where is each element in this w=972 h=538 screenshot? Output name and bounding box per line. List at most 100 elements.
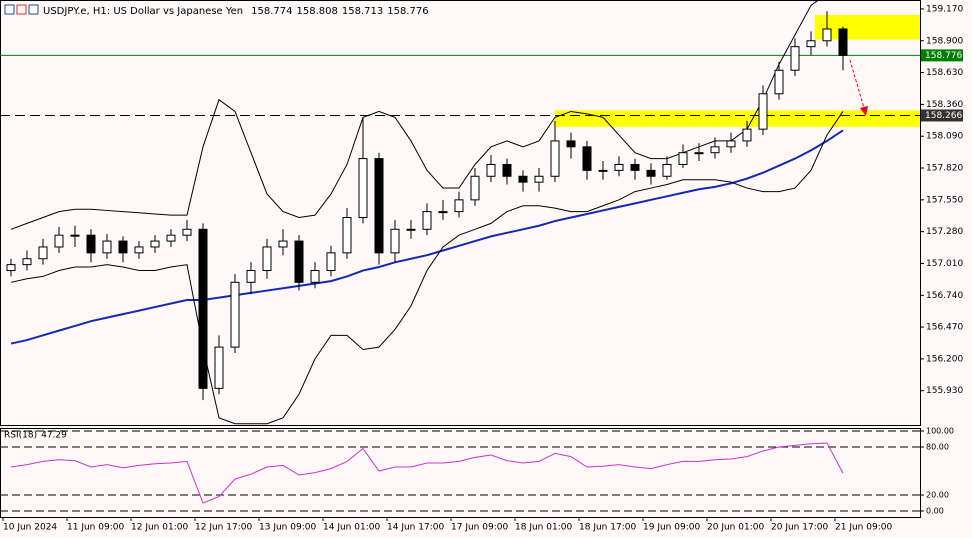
candle-body <box>374 158 384 254</box>
candle-body <box>134 246 144 254</box>
zone <box>815 14 920 40</box>
candle-body <box>742 128 752 142</box>
x-tick-label: 12 Jun 01:00 <box>131 523 188 533</box>
icon <box>4 4 15 15</box>
candle-body <box>550 140 560 177</box>
series-line <box>10 111 844 425</box>
candle-body <box>294 240 304 283</box>
pane: 100.00 80.00 20.00 0.00 <box>0 427 954 516</box>
zone <box>555 110 920 127</box>
rsi-last: 47.29 <box>41 431 67 441</box>
arrow-head <box>860 106 868 116</box>
y-tick-label: 158.360 <box>926 100 963 110</box>
y-tick-label: 156.200 <box>926 354 963 364</box>
candle-body <box>262 246 272 272</box>
candle-body <box>710 146 720 154</box>
candle-body <box>582 146 592 171</box>
y-tick-label: 156.740 <box>926 291 963 301</box>
y-tick-label: 155.930 <box>926 386 963 396</box>
candle-body <box>758 93 768 130</box>
x-tick-label: 18 Jun 01:00 <box>515 523 572 533</box>
candle-body <box>630 163 640 171</box>
quote-value: 158.808 <box>297 6 338 17</box>
icon <box>28 4 39 15</box>
y-tick-label: 159.170 <box>926 4 963 14</box>
y-tick-label: 157.010 <box>926 259 963 269</box>
candle-body <box>326 252 336 272</box>
candle-body <box>518 175 528 183</box>
arrow <box>849 59 865 109</box>
candle-body <box>118 240 128 254</box>
candle-body <box>566 140 576 148</box>
main-frame <box>0 0 921 426</box>
candle-body <box>86 234 96 254</box>
candle-body <box>614 163 624 171</box>
y-tick-label: 157.820 <box>926 164 963 174</box>
candle-body <box>246 270 256 283</box>
candle-body <box>358 158 368 219</box>
x-tick-label: 10 Jun 2024 <box>3 523 57 533</box>
candle-body <box>38 246 48 260</box>
candle-body <box>390 228 400 254</box>
candle-body <box>198 228 208 389</box>
candle-body <box>486 163 496 177</box>
chart-title: USDJPY.e, H1: US Dollar vs Japanese Yen <box>43 6 243 17</box>
x-tick-label: 20 Jun 17:00 <box>771 523 828 533</box>
y-tick-label: 157.280 <box>926 227 963 237</box>
candle-body <box>694 152 704 155</box>
x-tick-label: 11 Jun 09:00 <box>67 523 124 533</box>
rsi-frame <box>0 428 921 518</box>
candle-body <box>278 240 288 248</box>
x-tick-label: 18 Jun 17:00 <box>579 523 636 533</box>
icon <box>16 4 27 15</box>
x-tick-label: 20 Jun 01:00 <box>707 523 764 533</box>
candle-body <box>662 163 672 177</box>
y-tick-label: 158.900 <box>926 36 963 46</box>
series-line <box>10 442 844 504</box>
candle-body <box>726 140 736 148</box>
candle-body <box>822 28 832 42</box>
candle-body <box>54 234 64 248</box>
price-label: 158.266 <box>925 111 962 121</box>
rsi-title: RSI(18) <box>4 431 37 441</box>
candle-body <box>166 234 176 242</box>
candle-body <box>310 270 320 283</box>
candle-body <box>838 28 848 56</box>
y-tick-label: 158.090 <box>926 132 963 142</box>
candle-body <box>102 240 112 254</box>
y-tick-label: 100.00 <box>926 427 954 436</box>
candle-body <box>182 228 192 236</box>
x-tick-label: 12 Jun 17:00 <box>195 523 252 533</box>
y-tick-label: 20.00 <box>926 491 949 500</box>
x-tick-label: 14 Jun 17:00 <box>387 523 444 533</box>
x-tick-label: 21 Jun 09:00 <box>835 523 892 533</box>
header: USDJPY.e, H1: US Dollar vs Japanese Yen <box>4 4 243 17</box>
candle-body <box>70 234 80 237</box>
x-tick-label: 14 Jun 01:00 <box>323 523 380 533</box>
quote-value: 158.774 <box>251 6 292 17</box>
price-label: 158.776 <box>925 51 962 61</box>
candle-body <box>214 346 224 389</box>
candle-body <box>502 163 512 177</box>
series-line <box>10 129 844 345</box>
candle-body <box>342 217 352 254</box>
candle-body <box>6 264 16 272</box>
candle-body <box>774 69 784 95</box>
candle-body <box>790 46 800 71</box>
candle-body <box>22 258 32 266</box>
y-tick-label: 156.470 <box>926 323 963 333</box>
candle-body <box>806 40 816 48</box>
series-line <box>10 0 820 230</box>
candle-body <box>406 228 416 231</box>
candle-body <box>438 211 448 214</box>
candle-body <box>598 169 608 172</box>
candle-body <box>230 281 240 348</box>
candle-body <box>422 211 432 230</box>
candle-body <box>454 199 464 213</box>
price-label-box <box>921 109 963 122</box>
quote-value: 158.713 <box>342 6 383 17</box>
candle-body <box>150 240 160 248</box>
